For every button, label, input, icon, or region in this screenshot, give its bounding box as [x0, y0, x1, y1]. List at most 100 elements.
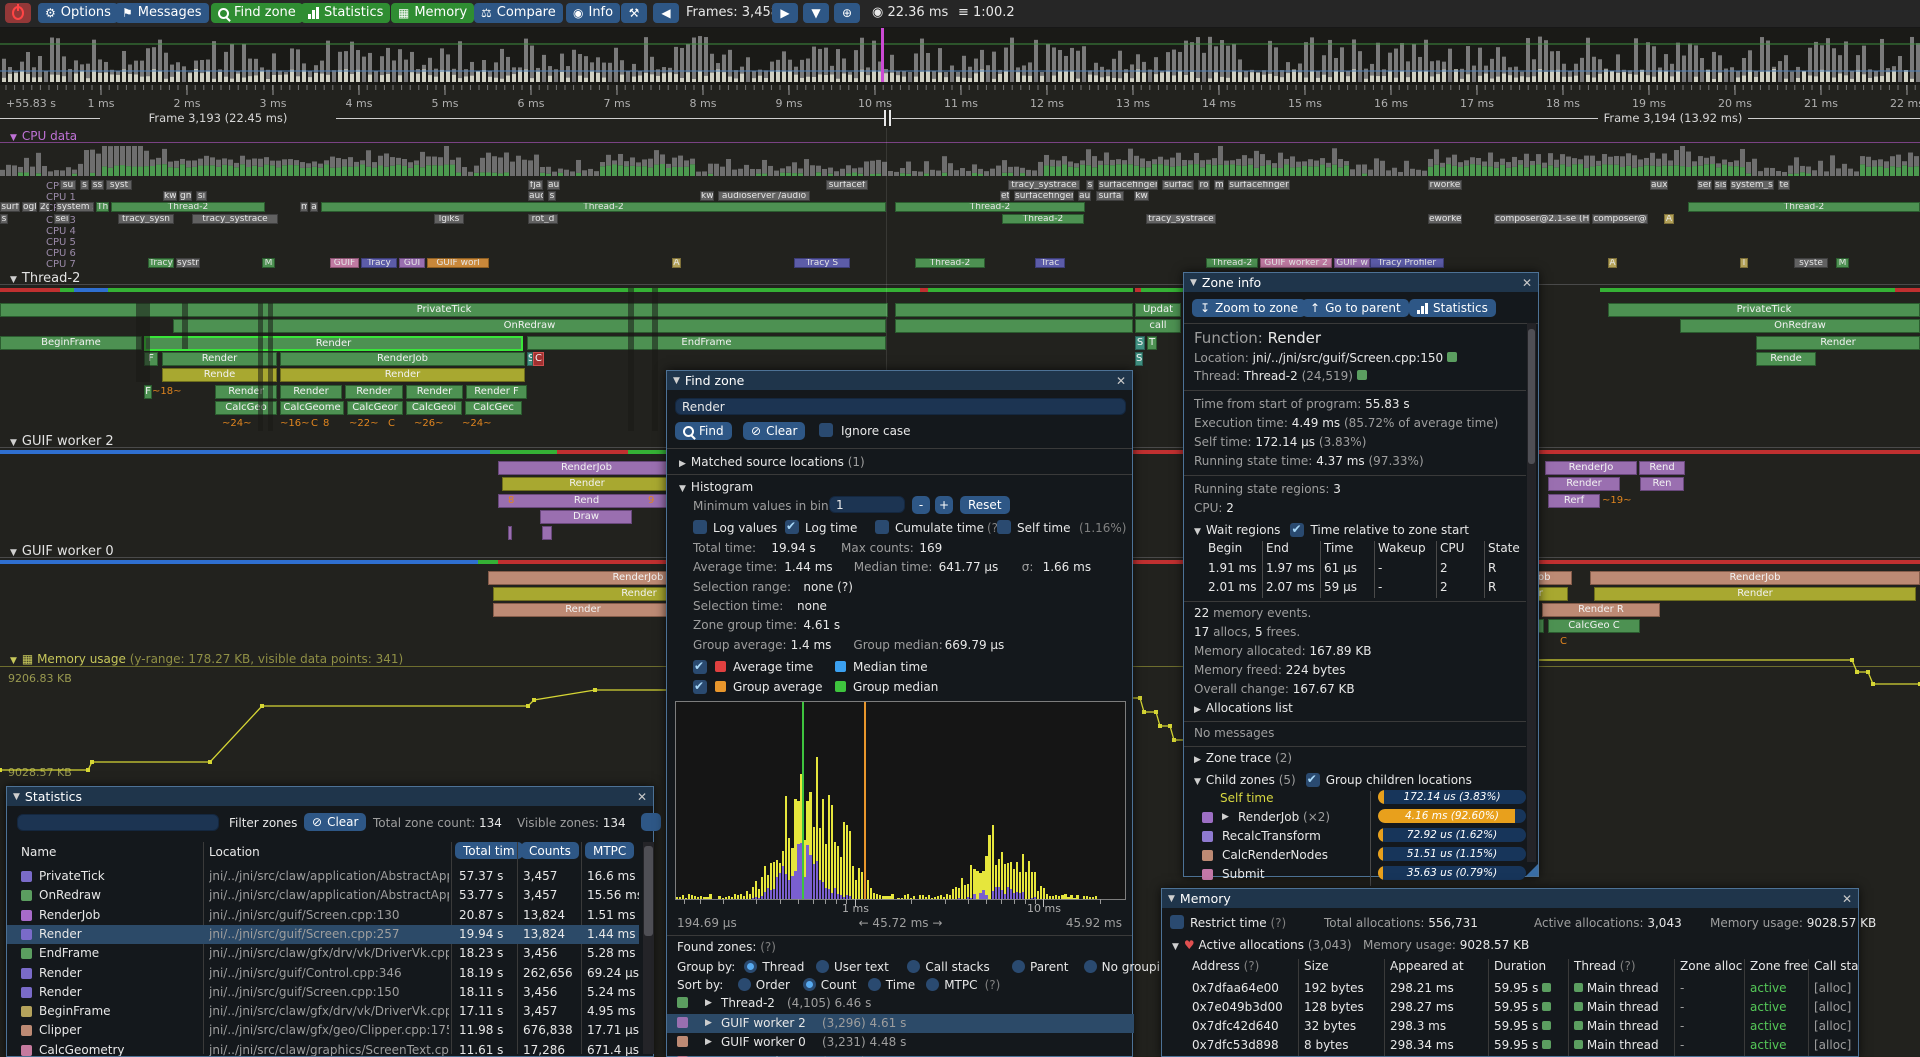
frame-label-left[interactable]: Frame 3,193 (22.45 ms)	[148, 111, 288, 125]
timeline-zone[interactable]: F	[144, 385, 152, 399]
cpu-context-block[interactable]: composer@2.1-se (HW	[1494, 213, 1590, 224]
cpu-context-block[interactable]: A	[1664, 213, 1674, 224]
thread-header-guif-worker-0[interactable]: ▼ GUIF worker 0	[10, 544, 114, 559]
cpu-context-block[interactable]: aux	[1650, 180, 1668, 190]
legend-checkbox[interactable]	[693, 679, 707, 694]
cpu-context-block[interactable]: au	[1078, 191, 1091, 202]
cpu-context-block[interactable]: syste	[1794, 258, 1828, 269]
cpu-context-block[interactable]: tracy_systrace	[1008, 180, 1080, 190]
find-button[interactable]: Find	[675, 422, 732, 440]
histogram-plot[interactable]	[675, 701, 1126, 900]
cpu-context-block[interactable]: tracy_systrace	[192, 213, 278, 224]
timeline-zone[interactable]: PrivateTick	[0, 303, 888, 317]
alloc-callstack[interactable]: [alloc]	[1814, 1019, 1852, 1033]
memory-event-marker[interactable]: 9	[648, 495, 655, 506]
cpu-context-block[interactable]: m	[300, 202, 308, 213]
cpu-context-block[interactable]: Thread-2	[915, 258, 985, 269]
allocation-row[interactable]: 0x7dfc53d898 8 bytes 298.34 ms 59.95 s Main…	[1162, 1037, 1858, 1056]
column-location[interactable]: Location	[209, 845, 260, 859]
timeline-zone[interactable]: Rend	[1639, 461, 1685, 475]
timeline-zone[interactable]: Render F	[466, 385, 527, 399]
cpu-context-block[interactable]: rworke	[1428, 180, 1462, 190]
cpu-context-block[interactable]: system se	[56, 202, 94, 213]
memory-event-marker[interactable]: ~22~	[349, 418, 379, 429]
matched-source-locations[interactable]: ▶ Matched source locations (1)	[679, 455, 865, 469]
alloc-callstack[interactable]: [alloc]	[1814, 1038, 1852, 1052]
cpu-context-block[interactable]: Thre	[96, 202, 109, 213]
found-zone-group[interactable]: ▶GUIF worker 1(3,192) 4.39 s	[667, 1053, 1134, 1057]
cpu-context-block[interactable]: syst	[106, 180, 132, 190]
timeline-zone[interactable]: CalcGeo C	[1548, 619, 1640, 633]
find-zone-query-input[interactable]	[675, 398, 1126, 415]
min-bin-input[interactable]	[829, 496, 905, 513]
cpu-context-block[interactable]: fja	[528, 180, 543, 190]
cpu-context-block[interactable]: kw	[163, 191, 177, 202]
child-zone-name[interactable]: RenderJob (×2)	[1238, 810, 1331, 824]
check-log-time[interactable]	[785, 519, 799, 534]
cpu-context-block[interactable]: sei	[54, 213, 70, 224]
cpu-context-block[interactable]: surfacefinger	[1014, 191, 1074, 202]
messages-button[interactable]: ⚑ Messages	[115, 3, 209, 23]
close-icon[interactable]: ✕	[1521, 275, 1532, 290]
cpu-context-block[interactable]: surfacefinger	[1228, 180, 1290, 190]
memory-event-marker[interactable]: ~26~	[414, 418, 444, 429]
cpu-context-block[interactable]: ro	[1198, 180, 1210, 190]
memory-column-header[interactable]: Duration	[1494, 959, 1547, 973]
timeline-zone[interactable]	[508, 526, 512, 540]
allocation-row[interactable]: 0x7dfc42d640 32 bytes 298.3 ms 59.95 s Main…	[1162, 1018, 1858, 1037]
radio-thread[interactable]	[744, 960, 758, 973]
cpu-context-block[interactable]: A	[1608, 258, 1617, 269]
radio-time[interactable]	[867, 978, 881, 991]
thread-color-chip[interactable]	[1356, 370, 1367, 380]
next-frame-button[interactable]: ▶	[772, 3, 798, 23]
check-self-time[interactable]	[997, 520, 1011, 534]
cpu-context-block[interactable]: tracy_sysn	[118, 213, 174, 224]
cpu-context-block[interactable]: M	[1836, 258, 1849, 269]
memory-event-marker[interactable]: ~24~	[222, 418, 252, 429]
timeline-zone[interactable]: RenderJob	[280, 352, 525, 366]
cpu-context-block[interactable]: GUIF w	[1334, 258, 1370, 269]
allocation-row[interactable]: 0x7e049b3d00 128 bytes 298.27 ms 59.95 s Ma…	[1162, 999, 1858, 1018]
clear-filter-button[interactable]: ⊘ Clear	[304, 813, 367, 831]
cpu-context-block[interactable]: GUI	[399, 258, 425, 269]
stats-row[interactable]: Clipper jni/../jni/src/claw/gfx/geo/Clipp…	[7, 1021, 639, 1040]
zone-info-titlebar[interactable]: ▼ Zone info ✕	[1184, 273, 1538, 292]
zoom-to-zone-button[interactable]: ↧ Zoom to zone	[1192, 299, 1306, 317]
cpu-context-block[interactable]: Thread-2	[1688, 202, 1920, 213]
cpu-context-block[interactable]: audioserver /audio	[718, 191, 810, 202]
cpu-context-block[interactable]: et	[1000, 191, 1010, 202]
legend-checkbox[interactable]	[693, 659, 707, 674]
cpu-context-block[interactable]: Tracy	[361, 258, 397, 269]
allocation-row[interactable]: 0x7dfaa64e00 192 bytes 298.21 ms 59.95 s Ma…	[1162, 980, 1858, 999]
memory-column-header[interactable]: Thread (?)	[1574, 959, 1636, 973]
cpu-context-block[interactable]: lgiks	[434, 213, 464, 224]
cpu-context-block[interactable]: GUIF worker 2	[1260, 258, 1332, 269]
min-bin-minus-button[interactable]: -	[912, 496, 930, 514]
timeline-zone[interactable]: Render	[280, 368, 525, 382]
timeline-zone[interactable]: Render	[1756, 336, 1920, 350]
cpu-context-block[interactable]: auc	[528, 191, 544, 202]
timeline-zone[interactable]: CalcGec	[465, 401, 522, 415]
cpu-context-block[interactable]: surfa	[1096, 191, 1124, 202]
timeline-zone[interactable]: Render	[502, 477, 672, 491]
cpu-context-block[interactable]: kw	[1134, 191, 1149, 202]
cpu-context-block[interactable]: surfacef	[826, 180, 868, 190]
cpu-context-block[interactable]: s	[548, 191, 556, 202]
timeline-zone[interactable]: Rende	[1756, 352, 1816, 366]
radio-user-text[interactable]	[816, 960, 829, 973]
alloc-callstack[interactable]: [alloc]	[1814, 981, 1852, 995]
timeline-zone[interactable]: S	[527, 352, 533, 366]
wait-regions-section[interactable]: ▼Wait regionsTime relative to zone start	[1194, 520, 1469, 537]
timeline-zone[interactable]: Updat	[1135, 303, 1181, 317]
close-icon[interactable]: ✕	[636, 789, 647, 804]
timeline-zone[interactable]: S	[1135, 336, 1145, 350]
timeline-zone[interactable]: Render	[345, 385, 403, 399]
alloc-address[interactable]: 0x7e049b3d00	[1192, 1000, 1283, 1014]
cpu-context-block[interactable]: I	[1740, 258, 1748, 269]
tools-button[interactable]: ⚒	[621, 3, 647, 23]
stats-row[interactable]: PrivateTick jni/../jni/src/claw/applicati…	[7, 867, 639, 886]
stats-row[interactable]: Render jni/../jni/src/guif/Control.cpp:34…	[7, 964, 639, 983]
cpu-context-block[interactable]: surfacefinger	[1098, 180, 1158, 190]
thread-header-thread-2[interactable]: ▼ Thread-2	[10, 271, 81, 286]
cpu-context-block[interactable]: systr	[176, 258, 200, 269]
